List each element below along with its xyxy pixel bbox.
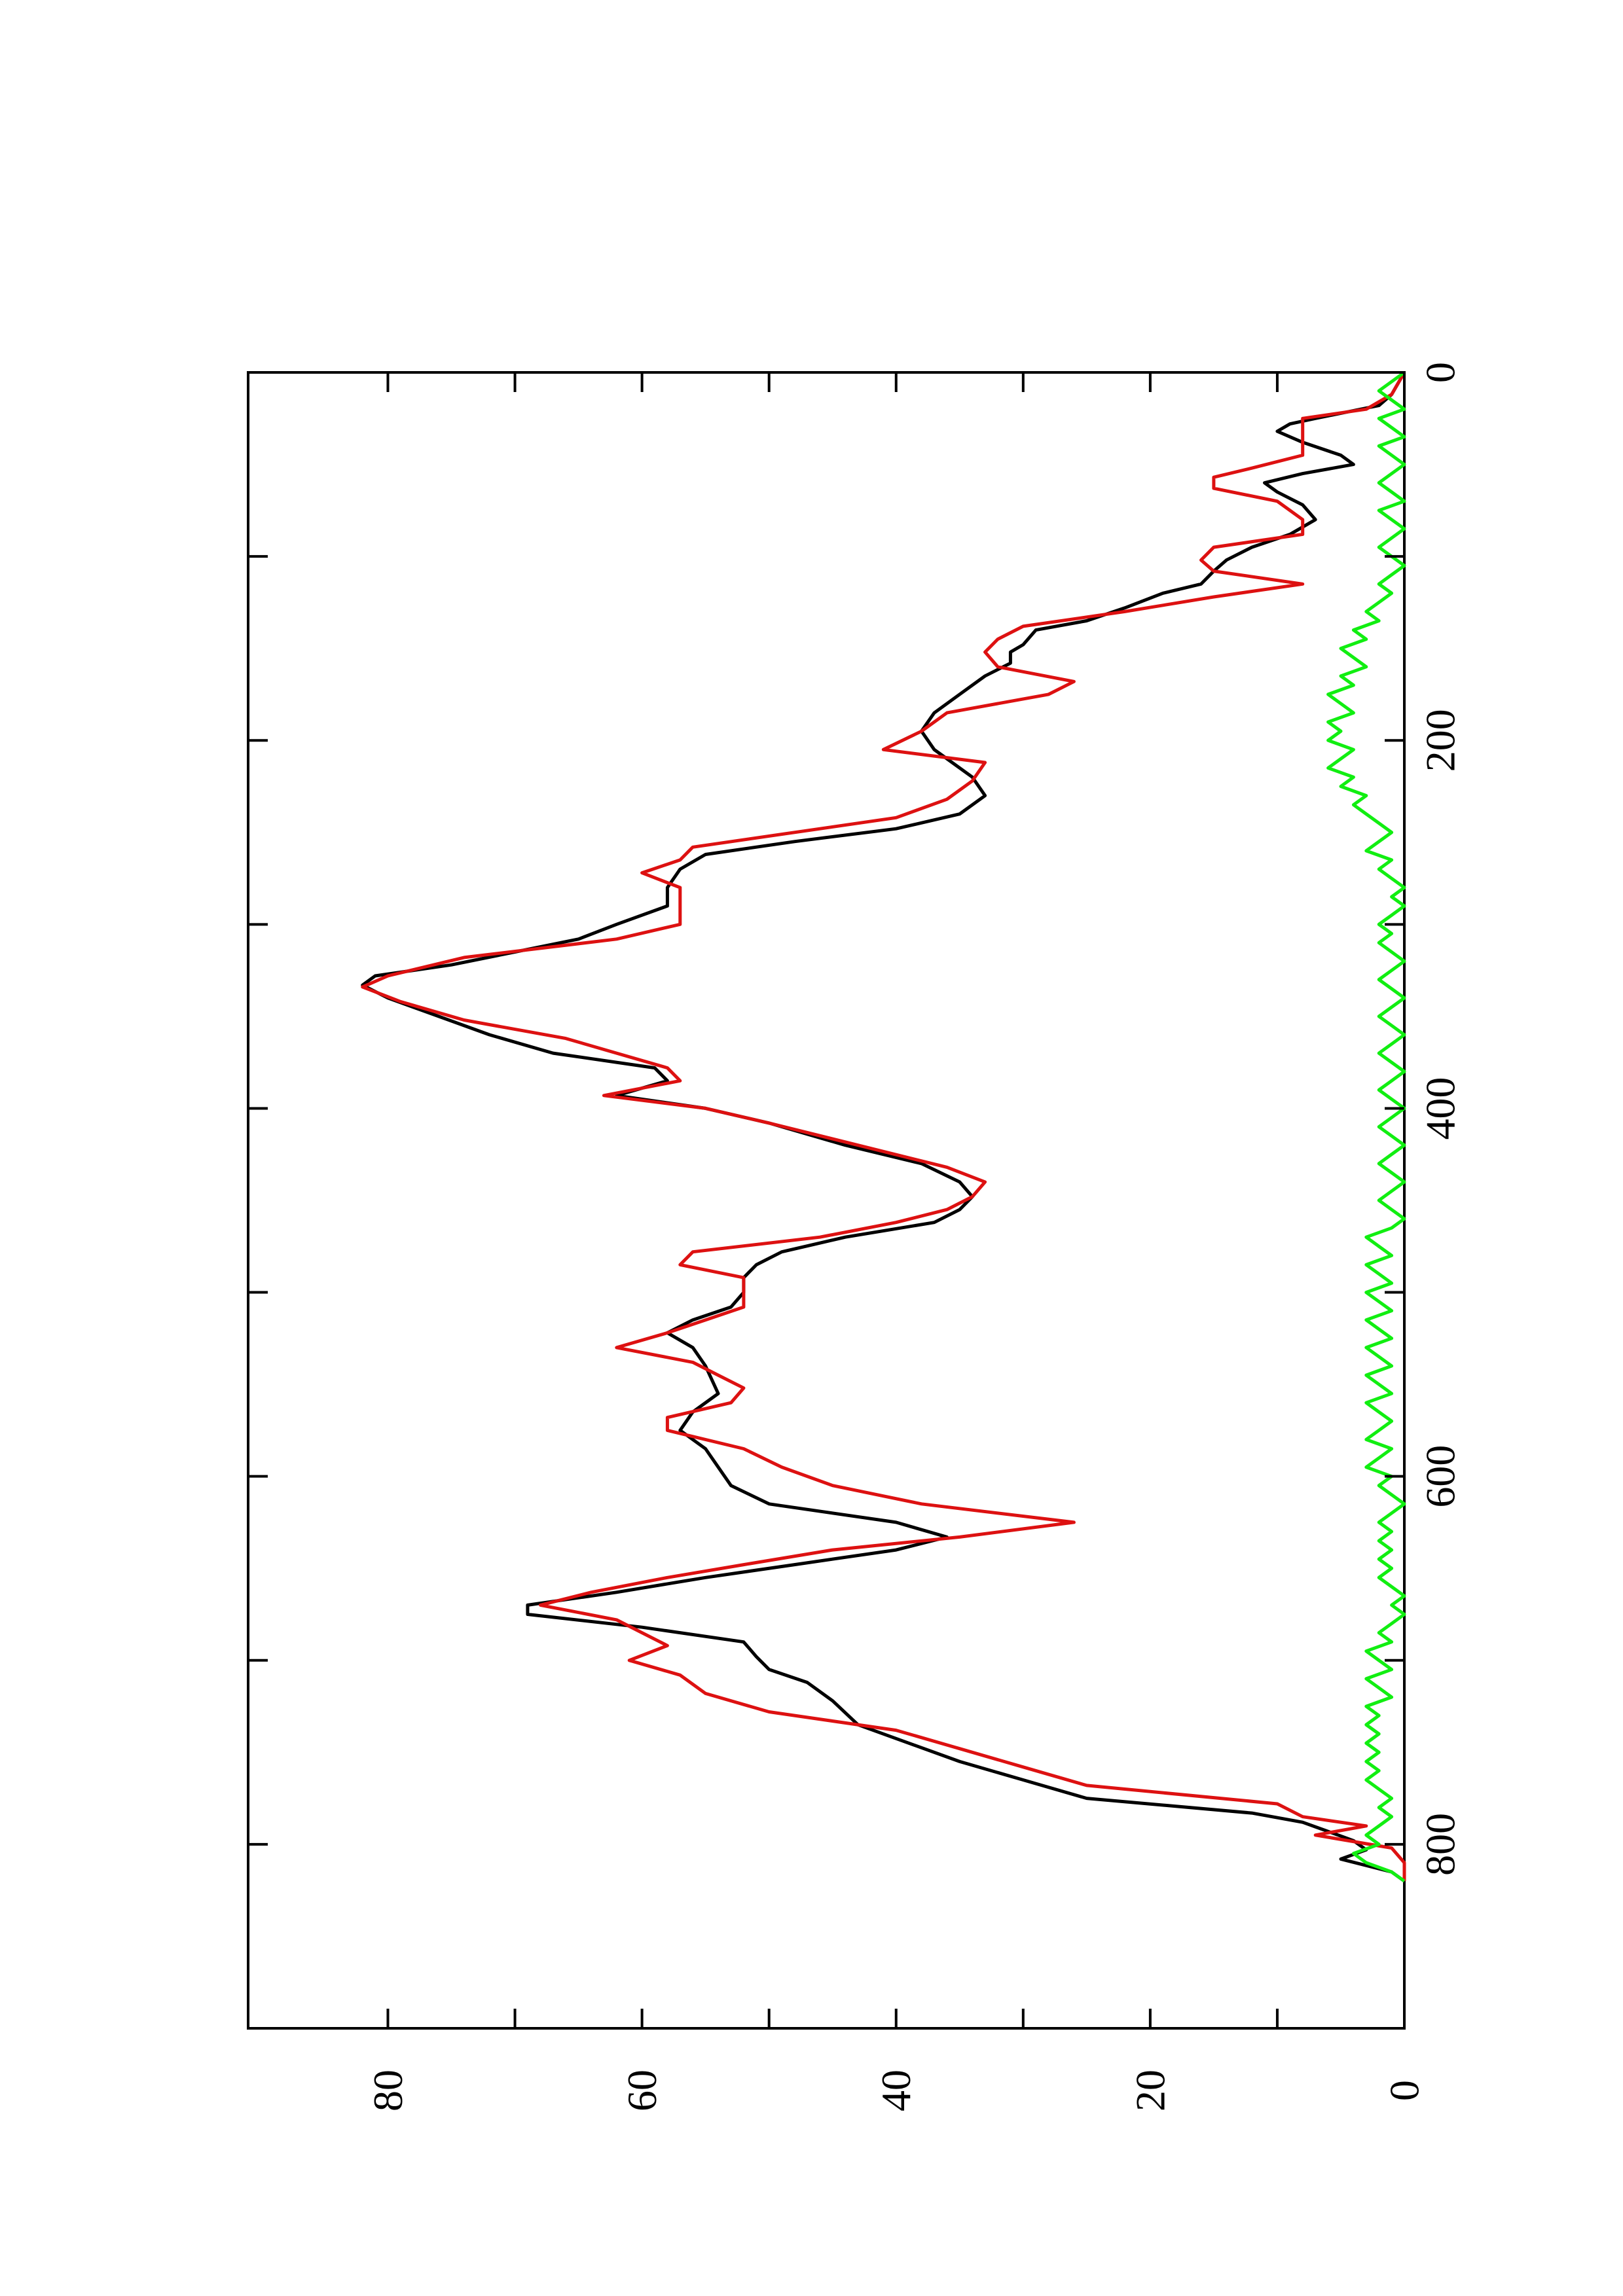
y-tick-label-60: 60 (619, 2070, 665, 2111)
plot-frame (247, 371, 1406, 2030)
x-tick-label-0: 0 (1417, 362, 1464, 383)
y-tick-label-80: 80 (365, 2070, 411, 2111)
x-tick-label-200: 200 (1417, 709, 1464, 772)
y-tick-label-40: 40 (873, 2070, 919, 2111)
series-line-1 (361, 371, 1406, 1883)
series-line-2 (361, 371, 1406, 1882)
x-tick-label-400: 400 (1417, 1077, 1464, 1139)
y-tick-label-20: 20 (1127, 2070, 1173, 2111)
y-tick-label-0: 0 (1381, 2080, 1428, 2101)
x-tick-label-800: 800 (1417, 1813, 1464, 1876)
plot-area: 0 200 400 600 800 0 20 40 60 80 (247, 362, 1464, 2111)
series-line-3 (1326, 370, 1406, 1883)
x-tick-label-600: 600 (1417, 1445, 1464, 1508)
